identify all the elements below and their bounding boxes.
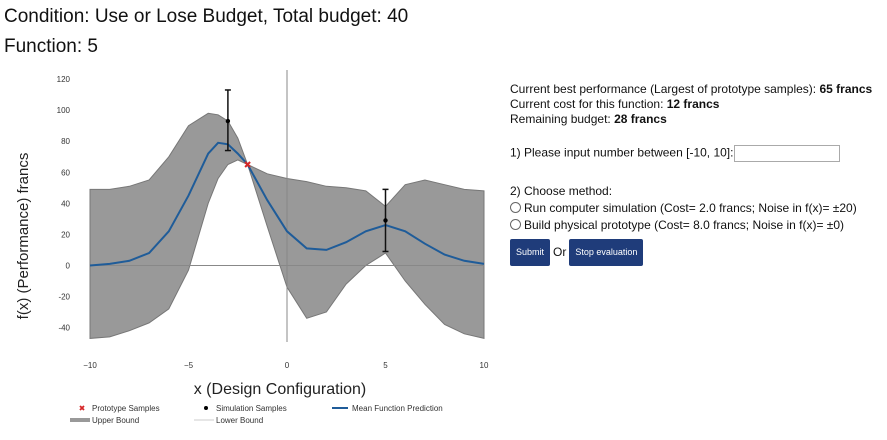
best-performance-line: Current best performance (Largest of pro… — [510, 82, 880, 97]
remaining-budget-line: Remaining budget: 28 francs — [510, 112, 880, 127]
submit-button[interactable]: Submit — [510, 239, 551, 266]
prototype-sample-point — [244, 161, 251, 168]
y-tick-label: 100 — [57, 106, 71, 115]
simulation-sample-point — [225, 118, 231, 124]
stop-evaluation-button[interactable]: Stop evaluation — [569, 239, 644, 266]
legend-label: Simulation Samples — [216, 404, 287, 413]
x-tick-label: 5 — [383, 361, 388, 370]
control-panel: Current best performance (Largest of pro… — [510, 82, 880, 266]
y-tick-label: 40 — [61, 199, 70, 208]
y-tick-label: 120 — [57, 75, 71, 84]
number-input[interactable] — [734, 145, 841, 162]
y-tick-label: -20 — [58, 293, 70, 302]
performance-chart: -40 -20 0 20 40 60 80 100 120 −10 −5 0 5 10 x (Design… — [15, 70, 489, 425]
x-tick-label: 10 — [480, 361, 489, 370]
remaining-budget-label: Remaining budget: — [510, 112, 615, 126]
current-cost-value: 12 francs — [666, 97, 720, 111]
legend-label: Upper Bound — [92, 416, 139, 425]
legend-label: Lower Bound — [216, 416, 263, 425]
y-tick-label: 20 — [61, 230, 70, 239]
y-tick-label: 80 — [61, 137, 70, 146]
simulation-option-label: Run computer simulation (Cost= 2.0 franc… — [524, 201, 857, 215]
legend-label: Mean Function Prediction — [352, 404, 443, 413]
x-tick-label: −10 — [83, 361, 97, 370]
or-label: Or — [553, 245, 567, 259]
x-axis-label: x (Design Configuration) — [194, 381, 367, 398]
legend-simulation-icon — [204, 406, 208, 410]
remaining-budget-value: 28 francs — [614, 112, 667, 126]
y-axis-label: f(x) (Performance) francs — [15, 153, 32, 320]
best-performance-label: Current best performance (Largest of pro… — [510, 82, 820, 96]
legend-label: Prototype Samples — [92, 404, 160, 413]
function-title: Function: 5 — [4, 36, 98, 57]
method-label: 2) Choose method: — [510, 184, 613, 198]
best-performance-value: 65 francs — [819, 82, 873, 96]
input-label: 1) Please input number between [-10, 10]… — [510, 145, 734, 160]
simulation-radio[interactable] — [510, 202, 521, 213]
simulation-sample-point — [383, 218, 388, 223]
x-tick-label: 0 — [285, 361, 290, 370]
action-row: Submit Or Stop evaluation — [510, 239, 880, 266]
current-cost-line: Current cost for this function: 12 franc… — [510, 97, 880, 112]
physical-radio[interactable] — [510, 219, 521, 230]
x-tick-label: −5 — [184, 361, 194, 370]
input-line: 1) Please input number between [-10, 10]… — [510, 145, 880, 162]
y-tick-label: 0 — [66, 261, 71, 270]
mean-function-line — [89, 141, 485, 267]
legend-prototype-icon — [79, 405, 85, 411]
y-tick-label: -40 — [58, 324, 70, 333]
condition-title: Condition: Use or Lose Budget, Total bud… — [4, 6, 409, 27]
physical-option-label: Build physical prototype (Cost= 8.0 fran… — [524, 218, 845, 232]
y-tick-label: 60 — [61, 168, 70, 177]
current-cost-label: Current cost for this function: — [510, 97, 667, 111]
option-simulation[interactable]: Run computer simulation (Cost= 2.0 franc… — [510, 201, 880, 216]
option-physical[interactable]: Build physical prototype (Cost= 8.0 fran… — [510, 218, 880, 233]
